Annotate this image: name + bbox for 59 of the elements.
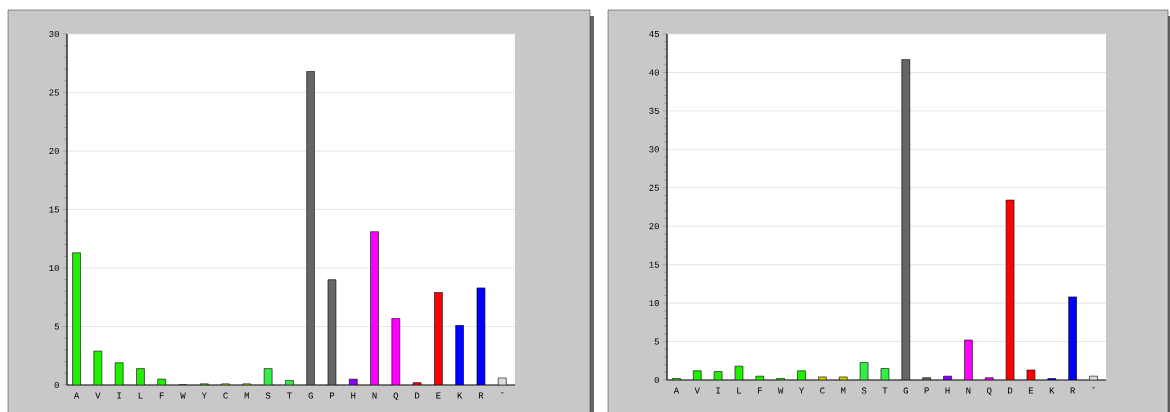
x-tick-label: N: [966, 387, 971, 394]
x-tick-label: -: [1092, 387, 1095, 389]
x-tick-label: L: [737, 387, 742, 394]
y-tick-label: 25: [49, 89, 59, 96]
x-tick-label: W: [180, 392, 186, 399]
x-tick-label: V: [95, 392, 101, 399]
y-tick-label: 0: [654, 376, 659, 384]
y-tick-label: 20: [649, 223, 659, 230]
x-tick-label: Y: [798, 387, 805, 394]
x-tick-label: D: [1008, 387, 1013, 394]
x-tick-label: S: [265, 392, 271, 399]
x-tick-label: C: [820, 387, 825, 394]
x-tick-label: L: [138, 392, 143, 399]
y-tick-label: 20: [49, 147, 59, 155]
y-tick-label: 15: [49, 206, 59, 213]
x-tick-label: G: [308, 392, 313, 399]
y-tick-label: 10: [649, 300, 659, 307]
x-tick-label: E: [436, 392, 441, 399]
x-tick-label: T: [882, 387, 888, 394]
x-tick-label: T: [287, 392, 292, 399]
x-tick-label: E: [1028, 387, 1034, 394]
y-tick-label: 5: [654, 338, 659, 345]
x-tick-label: A: [673, 387, 680, 394]
x-tick-label: K: [1049, 387, 1055, 394]
x-tick-label: S: [861, 387, 867, 394]
y-tick-label: 10: [49, 264, 59, 272]
x-tick-label: R: [478, 392, 484, 399]
x-tick-label: W: [777, 387, 784, 394]
y-tick-label: 30: [649, 146, 659, 153]
x-tick-label: P: [329, 392, 335, 399]
x-tick-label: Q: [986, 387, 992, 396]
x-tick-label: M: [244, 392, 249, 399]
x-tick-label: D: [415, 392, 420, 399]
x-tick-label: I: [716, 387, 720, 394]
y-tick-label: 25: [649, 184, 659, 191]
x-tick-label: G: [903, 387, 908, 394]
x-tick-label: K: [457, 392, 463, 399]
x-tick-label: M: [841, 387, 846, 394]
x-tick-label: Y: [201, 392, 207, 399]
x-tick-label: A: [73, 392, 80, 399]
y-tick-label: 45: [649, 31, 659, 37]
x-tick-label: C: [223, 392, 228, 399]
x-tick-label: Q: [393, 392, 399, 401]
x-tick-label: P: [924, 387, 929, 394]
x-tick-label: F: [159, 392, 164, 399]
x-tick-label: H: [351, 392, 356, 399]
y-tick-label: 5: [54, 323, 59, 330]
x-tick-label: H: [945, 387, 950, 394]
y-tick-label: 35: [649, 107, 659, 114]
x-tick-label: -: [501, 392, 504, 394]
x-tick-label: N: [372, 392, 377, 399]
y-tick-label: 15: [649, 261, 659, 268]
x-tick-label: V: [694, 387, 700, 394]
y-tick-label: 30: [49, 30, 59, 38]
x-tick-label: R: [1070, 387, 1076, 394]
y-tick-label: 40: [649, 69, 659, 76]
x-tick-label: F: [757, 387, 762, 394]
x-tick-label: I: [117, 392, 121, 399]
y-tick-label: 0: [54, 381, 59, 389]
